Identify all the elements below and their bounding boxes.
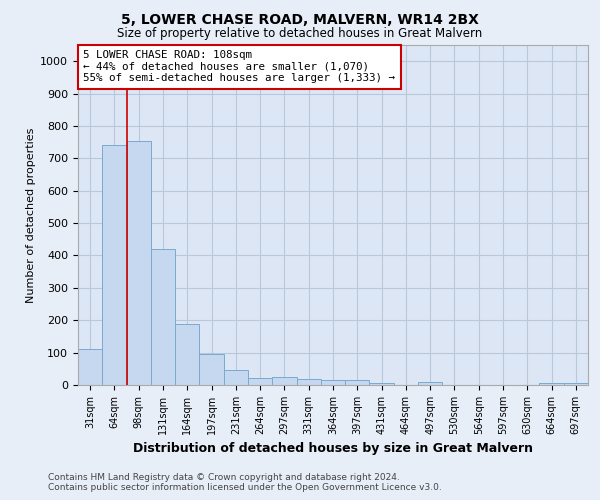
Text: Contains HM Land Registry data © Crown copyright and database right 2024.
Contai: Contains HM Land Registry data © Crown c… [48, 473, 442, 492]
Bar [248, 378, 272, 385]
Bar [224, 370, 248, 385]
Bar [539, 382, 564, 385]
Bar [345, 380, 370, 385]
Y-axis label: Number of detached properties: Number of detached properties [26, 128, 36, 302]
Bar [102, 146, 127, 385]
Text: 5 LOWER CHASE ROAD: 108sqm
← 44% of detached houses are smaller (1,070)
55% of s: 5 LOWER CHASE ROAD: 108sqm ← 44% of deta… [83, 50, 395, 84]
Bar [175, 324, 199, 385]
Bar [127, 140, 151, 385]
Bar [564, 382, 588, 385]
Bar [370, 382, 394, 385]
Bar [296, 379, 321, 385]
Text: 5, LOWER CHASE ROAD, MALVERN, WR14 2BX: 5, LOWER CHASE ROAD, MALVERN, WR14 2BX [121, 12, 479, 26]
X-axis label: Distribution of detached houses by size in Great Malvern: Distribution of detached houses by size … [133, 442, 533, 456]
Bar [418, 382, 442, 385]
Bar [272, 377, 296, 385]
Text: Size of property relative to detached houses in Great Malvern: Size of property relative to detached ho… [118, 28, 482, 40]
Bar [78, 350, 102, 385]
Bar [321, 380, 345, 385]
Bar [151, 249, 175, 385]
Bar [199, 354, 224, 385]
